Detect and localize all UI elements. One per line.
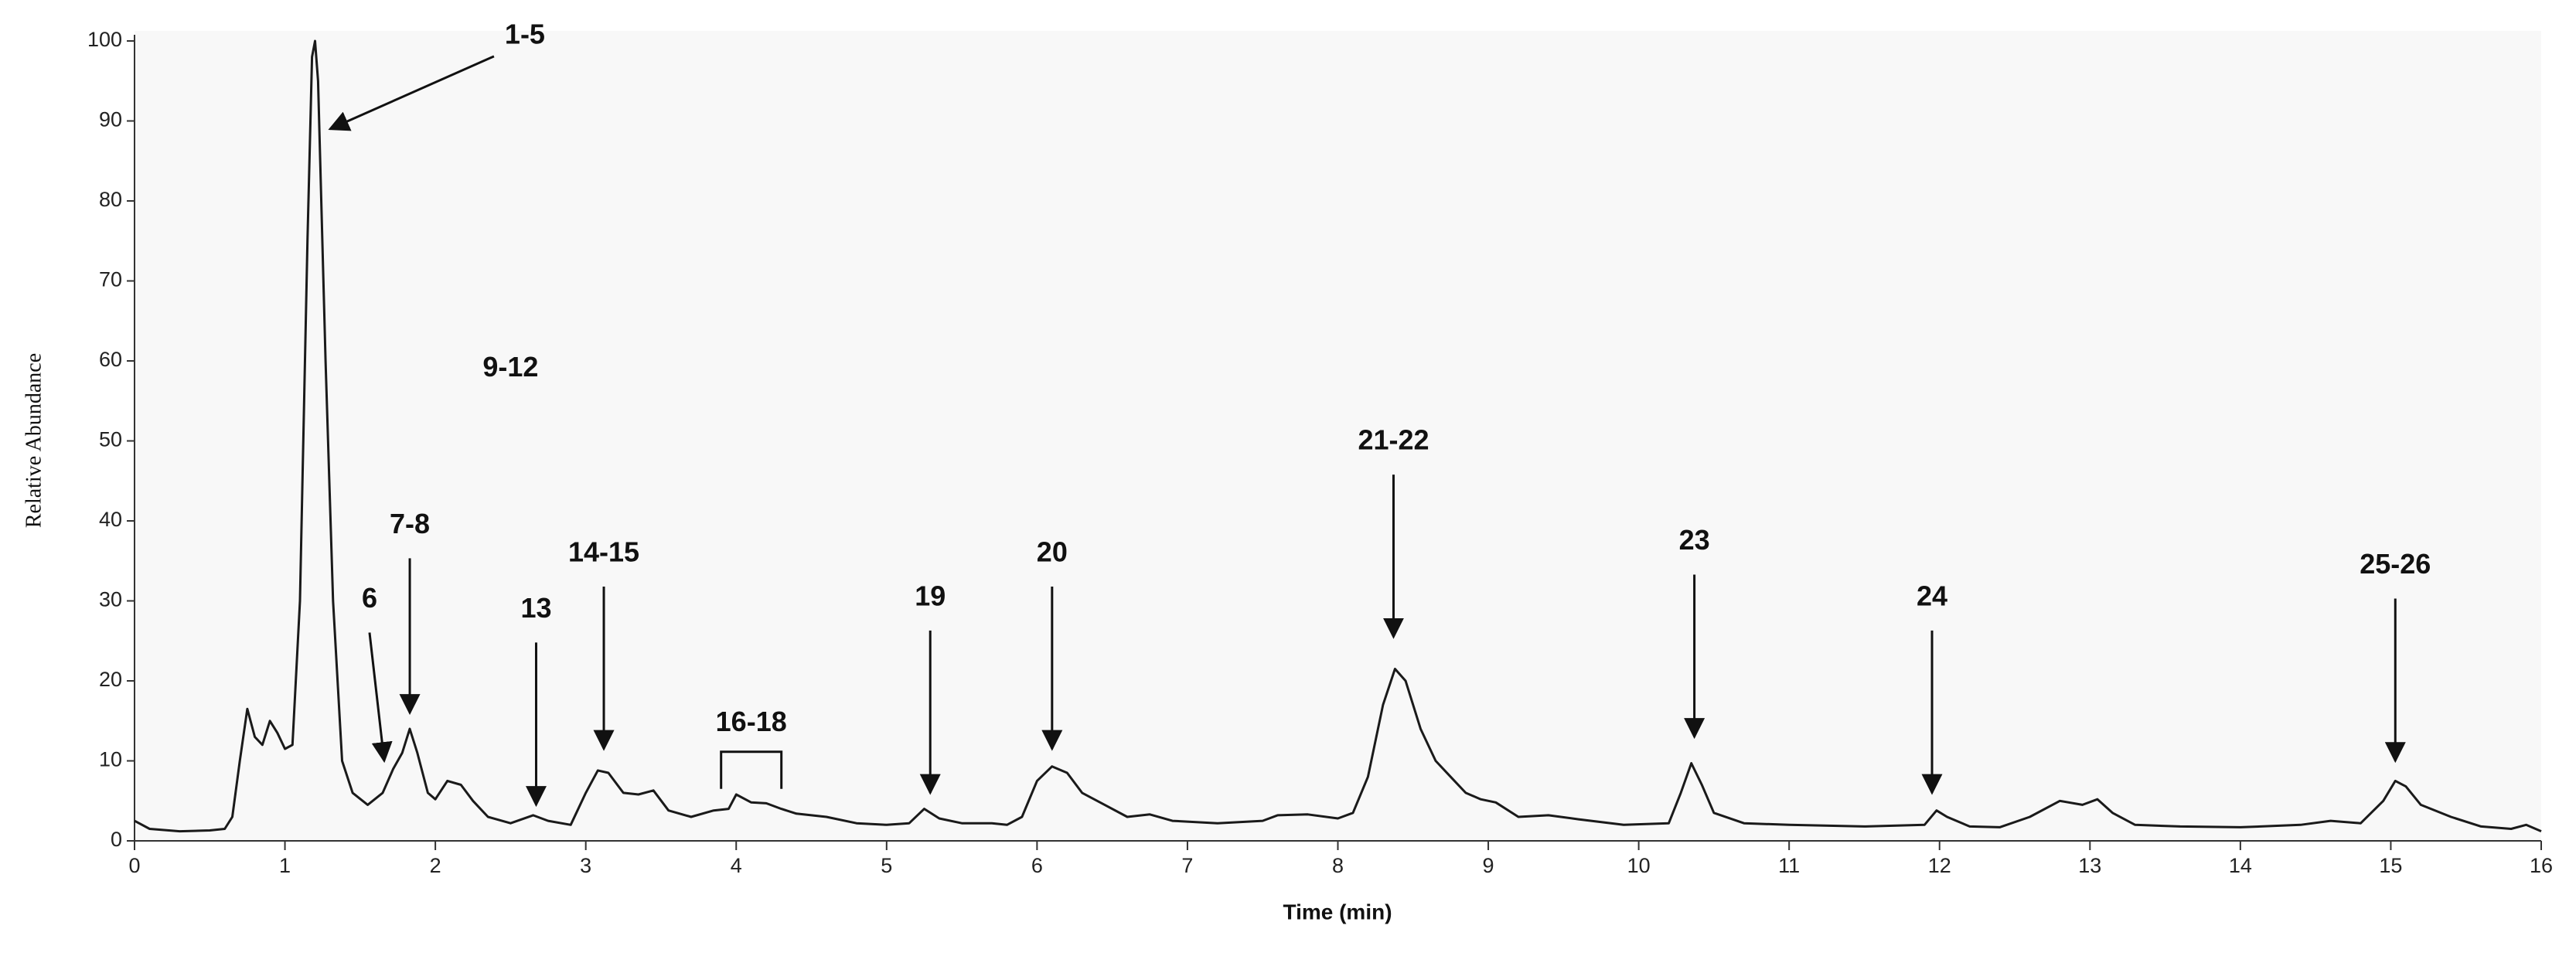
x-tick-label: 2 (430, 854, 441, 877)
annotation-label: 23 (1679, 524, 1710, 556)
y-tick-label: 60 (99, 348, 122, 371)
annotation-arrow (368, 632, 393, 764)
x-tick-label: 8 (1332, 854, 1344, 877)
x-tick-label: 5 (881, 854, 892, 877)
annotation-label: 1-5 (505, 18, 545, 49)
annotation-label: 13 (520, 592, 551, 624)
annotation-bracket (720, 750, 783, 789)
annotation-label: 16-18 (716, 706, 787, 737)
y-tick-label: 80 (99, 188, 122, 211)
x-tick-label: 4 (731, 854, 742, 877)
annotation-label: 21-22 (1358, 424, 1429, 456)
x-tick-label: 15 (2379, 854, 2402, 877)
x-tick-label: 1 (279, 854, 291, 877)
annotation-label: 7-8 (390, 508, 430, 539)
annotation-label: 24 (1917, 580, 1947, 611)
y-tick-label: 30 (99, 588, 122, 611)
annotation-label: 20 (1037, 536, 1068, 567)
y-tick-label: 90 (99, 108, 122, 131)
x-axis-title: Time (min) (1283, 900, 1392, 924)
y-tick-label: 70 (99, 268, 122, 291)
chromatogram-line (134, 39, 2542, 833)
y-tick-label: 10 (99, 748, 122, 771)
annotation-arrow (328, 55, 495, 131)
annotation-label: 25-26 (2360, 548, 2431, 580)
x-tick-label: 13 (2078, 854, 2101, 877)
y-tick-label: 0 (111, 828, 122, 851)
x-tick-label: 6 (1031, 854, 1043, 877)
plot-area (135, 31, 2541, 841)
y-tick-label: 40 (99, 508, 122, 531)
y-tick-label: 100 (87, 28, 122, 51)
y-tick-label: 50 (99, 428, 122, 451)
annotation-label: 19 (915, 580, 946, 611)
x-tick-label: 3 (580, 854, 591, 877)
x-tick-label: 14 (2229, 854, 2252, 877)
x-tick-label: 7 (1181, 854, 1193, 877)
annotation-label: 14-15 (568, 536, 639, 567)
x-tick-label: 11 (1778, 854, 1800, 877)
annotation-label: 9-12 (482, 351, 538, 383)
x-tick-label: 12 (1928, 854, 1951, 877)
x-tick-label: 0 (128, 854, 140, 877)
y-axis-title: Relative Abundance (22, 353, 46, 528)
x-tick-label: 16 (2530, 854, 2553, 877)
x-tick-label: 10 (1627, 854, 1651, 877)
x-tick-label: 9 (1483, 854, 1494, 877)
y-tick-label: 20 (99, 668, 122, 691)
annotation-label: 6 (362, 582, 377, 614)
